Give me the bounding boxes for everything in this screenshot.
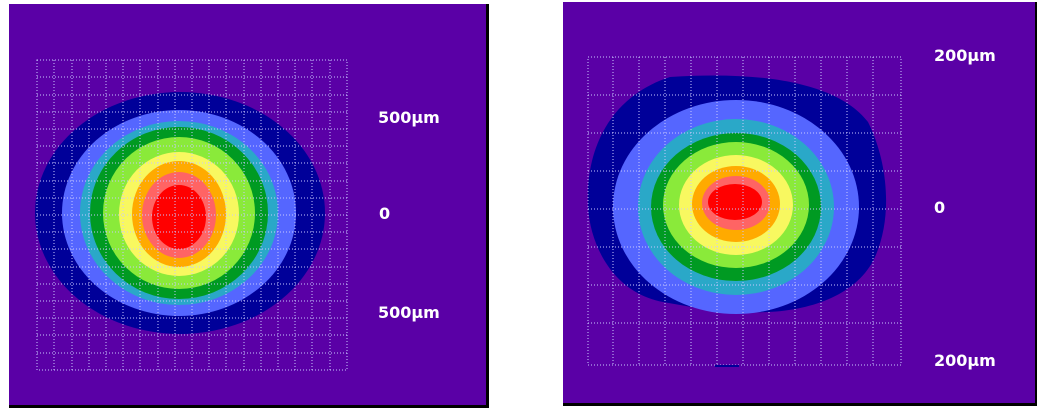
contour-level-9 xyxy=(708,184,762,220)
scale-label-bottom-left: 500µm xyxy=(378,303,440,322)
beam-profile-right-svg xyxy=(587,56,902,367)
scale-label-top-right: 200µm xyxy=(934,46,996,65)
grid-right xyxy=(587,56,902,366)
beam-profile-plot-left: 500µm 0 500µm xyxy=(9,4,489,408)
scale-label-top-left: 500µm xyxy=(378,108,440,127)
scale-label-center-right: 0 xyxy=(934,198,946,217)
beam-profile-left-svg xyxy=(35,59,348,371)
grid-left xyxy=(36,59,348,371)
beam-contours-left xyxy=(35,92,325,334)
scale-label-center-left: 0 xyxy=(379,204,391,223)
contour-level-9 xyxy=(152,185,206,249)
beam-contours-right xyxy=(587,75,887,314)
beam-profile-plot-right: 200µm 0 200µm xyxy=(563,2,1037,406)
scale-label-bottom-right: 200µm xyxy=(934,351,996,370)
